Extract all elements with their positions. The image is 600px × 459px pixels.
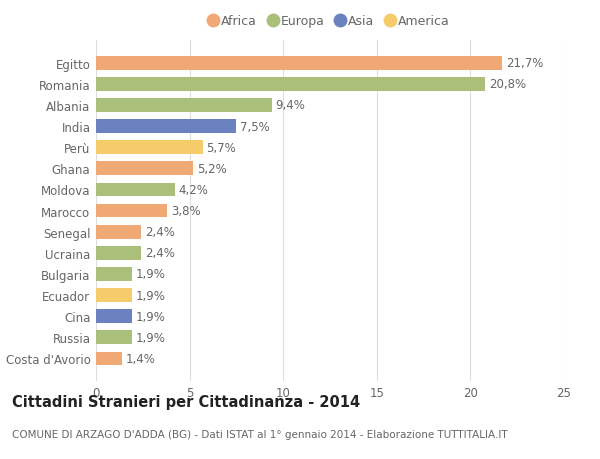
Text: 20,8%: 20,8% <box>489 78 526 91</box>
Bar <box>96 183 175 197</box>
Text: 21,7%: 21,7% <box>506 57 544 70</box>
Bar <box>96 310 131 324</box>
Bar <box>96 331 131 344</box>
Bar <box>96 162 193 176</box>
Text: 7,5%: 7,5% <box>240 120 270 133</box>
Text: 9,4%: 9,4% <box>276 99 305 112</box>
Text: Cittadini Stranieri per Cittadinanza - 2014: Cittadini Stranieri per Cittadinanza - 2… <box>12 394 360 409</box>
Text: 3,8%: 3,8% <box>171 205 200 218</box>
Text: 5,7%: 5,7% <box>206 141 236 154</box>
Text: 4,2%: 4,2% <box>178 184 208 196</box>
Text: 2,4%: 2,4% <box>145 226 175 239</box>
Text: 1,9%: 1,9% <box>136 289 165 302</box>
Text: 5,2%: 5,2% <box>197 162 227 175</box>
Bar <box>96 99 272 112</box>
Bar <box>96 352 122 365</box>
Bar <box>96 268 131 281</box>
Bar <box>96 120 236 134</box>
Bar <box>96 225 141 239</box>
Bar <box>96 141 203 155</box>
Bar <box>96 78 485 91</box>
Bar <box>96 204 167 218</box>
Text: 1,9%: 1,9% <box>136 331 165 344</box>
Legend: Africa, Europa, Asia, America: Africa, Europa, Asia, America <box>210 15 450 28</box>
Bar <box>96 246 141 260</box>
Text: COMUNE DI ARZAGO D'ADDA (BG) - Dati ISTAT al 1° gennaio 2014 - Elaborazione TUTT: COMUNE DI ARZAGO D'ADDA (BG) - Dati ISTA… <box>12 429 508 439</box>
Bar <box>96 57 502 70</box>
Text: 1,9%: 1,9% <box>136 268 165 281</box>
Text: 2,4%: 2,4% <box>145 247 175 260</box>
Text: 1,4%: 1,4% <box>126 352 156 365</box>
Bar <box>96 289 131 302</box>
Text: 1,9%: 1,9% <box>136 310 165 323</box>
